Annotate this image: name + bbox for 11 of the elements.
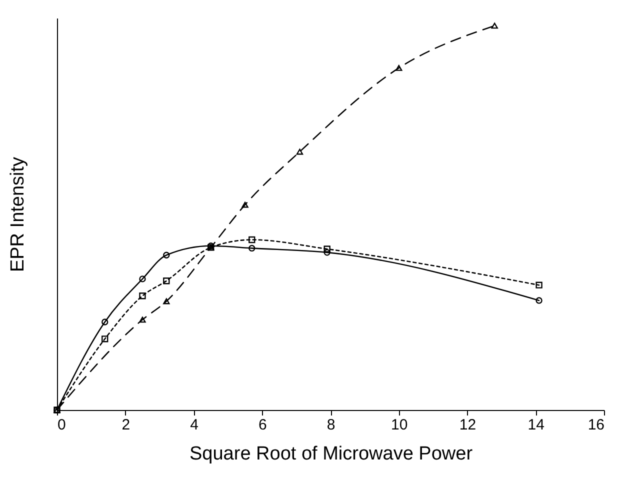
x-tick-label: 8: [326, 416, 336, 434]
y-axis-title: EPR Intensity: [8, 156, 28, 272]
x-tick-label: 12: [459, 416, 476, 434]
x-tick-label: 16: [588, 416, 604, 434]
x-tick-label: 4: [190, 416, 198, 434]
x-tick-label: 0: [58, 416, 66, 434]
x-tick-label: 2: [122, 416, 130, 434]
x-axis-title: Square Root of Microwave Power: [189, 444, 474, 464]
x-tick-label: 10: [391, 416, 408, 434]
x-tick-label: 14: [528, 416, 544, 434]
x-tick-label: 6: [258, 416, 267, 434]
